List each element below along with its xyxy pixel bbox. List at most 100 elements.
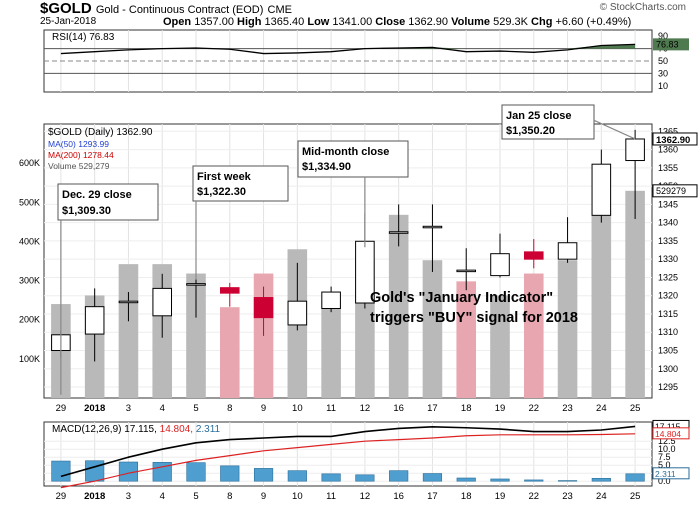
open-label: Open — [163, 16, 192, 28]
volume-tick-label: 400K — [19, 236, 40, 246]
annotation-label: Dec. 29 close — [62, 189, 132, 201]
candle-body — [84, 306, 105, 335]
rsi-last-badge — [653, 38, 689, 51]
annotation-value: $1,309.30 — [62, 205, 111, 217]
high-label: High — [237, 16, 262, 28]
exchange-label: CME — [267, 4, 292, 16]
macd-histogram-bar — [85, 460, 105, 482]
price-tick-label: 1335 — [658, 236, 678, 246]
change-value: +6.60 (+0.49%) — [555, 16, 632, 28]
rsi-tick-label: 30 — [658, 68, 668, 78]
last-volume-label: 529279 — [656, 186, 686, 196]
price-tick-label: 1300 — [658, 364, 678, 374]
macd-x-tick-label: 23 — [562, 491, 573, 502]
ma200-legend: MA(200) 1278.44 — [48, 150, 114, 160]
candle-body — [388, 231, 409, 234]
candle-body — [253, 297, 274, 319]
macd-x-tick-label: 25 — [630, 491, 641, 502]
macd-histogram-bar — [389, 470, 409, 482]
contract-description: Gold - Continuous Contract (EOD) — [95, 4, 264, 16]
ohlc-summary: Open 1357.00 High 1365.40 Low 1341.00 Cl… — [163, 16, 631, 28]
candle-body — [456, 269, 477, 273]
macd-x-tick-label: 24 — [596, 491, 607, 502]
change-label: Chg — [531, 16, 553, 28]
macd-histogram-bar — [186, 462, 206, 482]
volume-bar — [388, 214, 409, 398]
price-title: $GOLD (Daily) 1362.90 — [48, 127, 153, 138]
x-tick-label: 3 — [126, 403, 131, 414]
x-tick-label: 18 — [461, 403, 472, 414]
macd-last-label: 17.115 — [655, 421, 681, 431]
price-tick-label: 1315 — [658, 309, 678, 319]
annotation-value: $1,334.90 — [302, 161, 351, 173]
volume-tick-label: 300K — [19, 276, 40, 286]
macd-histogram-bar — [625, 473, 645, 482]
annotation-pointer — [593, 119, 636, 140]
macd-tick-label: 5.0 — [658, 460, 671, 470]
macd-x-tick-label: 2018 — [84, 491, 105, 502]
price-tick-label: 1345 — [658, 199, 678, 209]
macd-histogram-bar — [220, 465, 240, 482]
macd-x-tick-label: 9 — [261, 491, 266, 502]
candle-body — [625, 138, 645, 162]
macd-x-tick-label: 22 — [528, 491, 539, 502]
annotation-label: Jan 25 close — [506, 110, 571, 122]
x-tick-label: 17 — [427, 403, 438, 414]
candle-body — [490, 253, 510, 277]
price-tick-label: 1295 — [658, 382, 678, 392]
macd-title-value: 17.115, — [124, 424, 159, 435]
ma50-legend: MA(50) 1293.99 — [48, 139, 109, 149]
low-value: 1341.00 — [332, 16, 373, 28]
macd-histogram-bar — [51, 460, 71, 482]
x-tick-label: 23 — [562, 403, 573, 414]
candle-body — [152, 287, 173, 317]
macd-histogram-bar — [490, 478, 510, 482]
rsi-line — [60, 43, 636, 55]
macd-title: MACD(12,26,9) 17.115, 14.804, 2.311 — [52, 424, 221, 435]
annotation-value: $1,322.30 — [197, 186, 246, 198]
macd-histogram-bar — [321, 473, 341, 482]
macd-tick-label: 10.0 — [658, 444, 676, 454]
x-tick-label: 29 — [56, 403, 67, 414]
macd-histogram-bar — [253, 468, 274, 482]
candle-body — [118, 300, 139, 304]
chart-symbol: $GOLD Gold - Continuous Contract (EOD) C… — [40, 0, 292, 17]
x-tick-label: 19 — [495, 403, 506, 414]
macd-x-tick-label: 10 — [292, 491, 303, 502]
overlay-headline-2: triggers "BUY" signal for 2018 — [370, 310, 578, 326]
candle-body — [321, 291, 341, 309]
annotation-box — [297, 140, 409, 178]
price-tick-label: 1310 — [658, 327, 678, 337]
volume-tick-label: 600K — [19, 158, 40, 168]
annotation-box — [57, 183, 159, 221]
macd-histogram-bar — [355, 474, 375, 482]
annotation-label: First week — [197, 171, 252, 183]
overlay-headline-1: Gold's "January Indicator" — [370, 290, 553, 306]
rsi-last-label: 76.83 — [656, 39, 679, 49]
chart-date: 25-Jan-2018 — [40, 16, 97, 27]
macd-title-signal: 14.804, — [160, 424, 196, 435]
price-tick-label: 1330 — [658, 254, 678, 264]
rsi-tick-label: 50 — [658, 56, 668, 66]
annotation-value: $1,350.20 — [506, 125, 555, 137]
hist-last-label: 2.311 — [655, 469, 676, 479]
macd-x-tick-label: 18 — [461, 491, 472, 502]
volume-bar — [118, 264, 139, 398]
macd-title-name: MACD(12,26,9) — [52, 424, 124, 435]
price-tick-label: 1340 — [658, 218, 678, 228]
macd-histogram-bar — [152, 462, 172, 482]
volume-legend: Volume 529,279 — [48, 161, 110, 171]
volume-bar — [523, 273, 544, 398]
signal-last-label: 14.804 — [655, 429, 681, 439]
volume-bar — [591, 210, 612, 398]
x-tick-label: 9 — [261, 403, 266, 414]
volume-bar — [557, 260, 578, 398]
x-tick-label: 2018 — [84, 403, 105, 414]
macd-x-tick-label: 11 — [326, 491, 336, 502]
price-tick-label: 1325 — [658, 272, 678, 282]
annotation-label: Mid-month close — [302, 146, 389, 158]
macd-x-tick-label: 19 — [495, 491, 506, 502]
price-tick-label: 1360 — [658, 145, 678, 155]
price-tick-label: 1320 — [658, 291, 678, 301]
